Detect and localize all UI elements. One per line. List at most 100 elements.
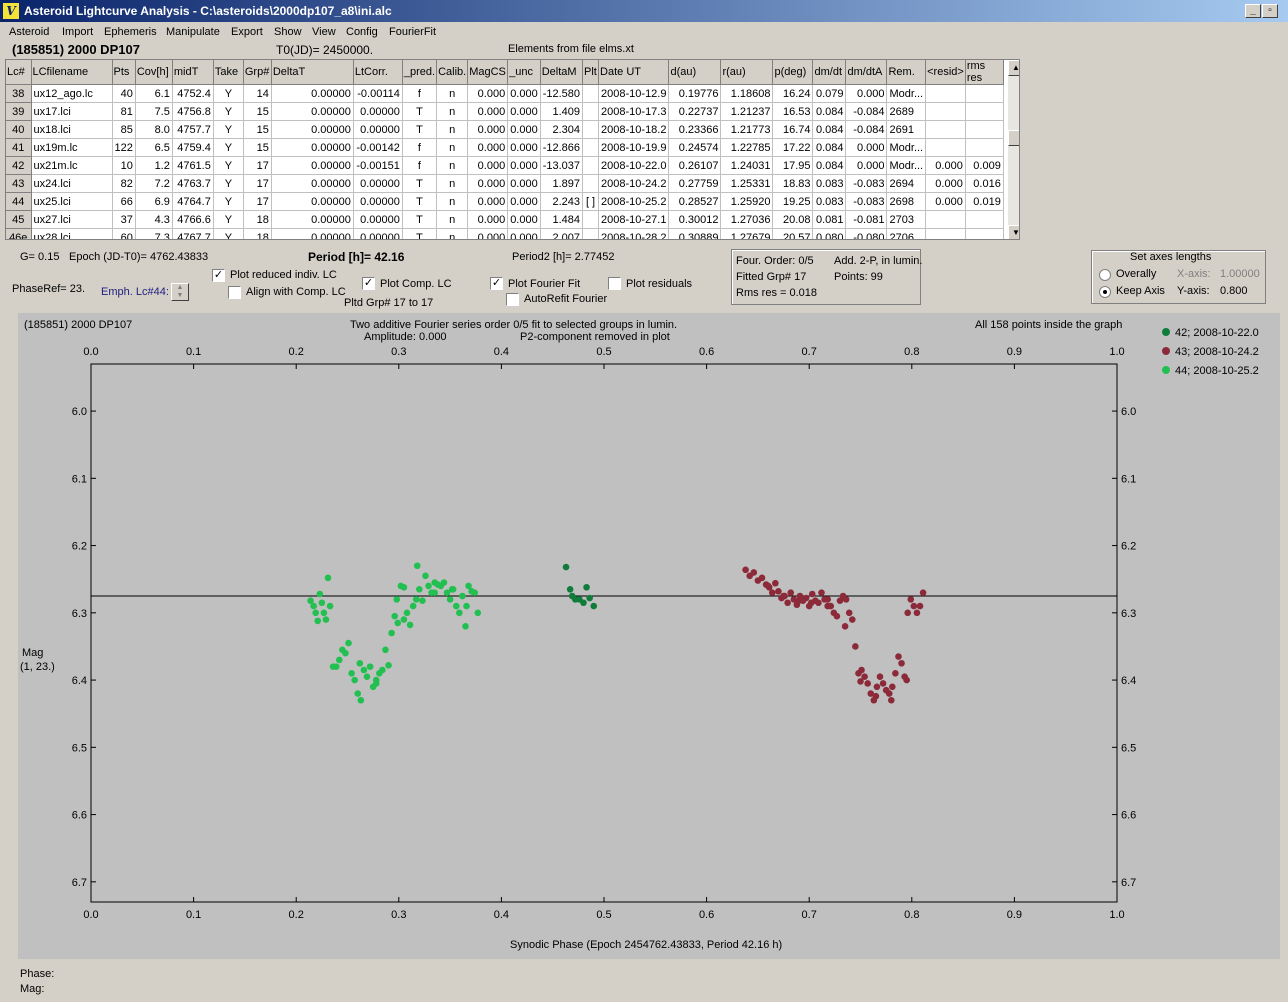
emph-spinner[interactable]: ▲ ▼ — [171, 283, 189, 301]
table-cell[interactable]: ux17.lci — [31, 102, 113, 121]
row-header[interactable]: 45 — [6, 210, 32, 229]
table-cell[interactable]: 2008-10-24.2 — [598, 174, 670, 193]
table-cell[interactable]: 2.007 — [540, 228, 584, 239]
menu-config[interactable]: Config — [346, 26, 378, 38]
table-cell[interactable]: 0.00000 — [353, 102, 403, 121]
table-cell[interactable]: 16.24 — [772, 84, 814, 103]
row-header[interactable]: 44 — [6, 192, 32, 211]
table-cell[interactable]: 0.00000 — [271, 84, 354, 103]
table-cell[interactable]: Y — [213, 84, 244, 103]
table-cell[interactable]: 19.25 — [772, 192, 814, 211]
table-cell[interactable] — [925, 138, 966, 157]
table-cell[interactable]: 0.000 — [507, 192, 541, 211]
column-header[interactable]: Take — [213, 60, 244, 85]
table-cell[interactable]: 2008-10-22.0 — [598, 156, 670, 175]
row-header[interactable]: 46e — [6, 228, 32, 239]
table-cell[interactable]: 1.21237 — [720, 102, 774, 121]
table-cell[interactable]: 0.19776 — [668, 84, 722, 103]
table-cell[interactable] — [965, 228, 1004, 239]
table-cell[interactable]: 1.24031 — [720, 156, 774, 175]
table-cell[interactable]: Y — [213, 120, 244, 139]
table-cell[interactable]: 0.00000 — [271, 102, 354, 121]
table-cell[interactable]: ux19m.lc — [31, 138, 113, 157]
table-cell[interactable]: 6.1 — [135, 84, 173, 103]
table-cell[interactable]: n — [436, 210, 469, 229]
table-cell[interactable]: 6.9 — [135, 192, 173, 211]
column-header[interactable]: Date UT — [598, 60, 670, 85]
table-cell[interactable]: 0.00000 — [271, 228, 354, 239]
table-row[interactable]: 46e ux28.lci 60 7.3 4767.7 Y 18 0.00000 0.00000 T… — [6, 228, 1004, 239]
table-cell[interactable]: 0.000 — [467, 210, 509, 229]
table-cell[interactable]: 2703 — [886, 210, 927, 229]
table-cell[interactable]: 1.27679 — [720, 228, 774, 239]
table-cell[interactable]: ux24.lci — [31, 174, 113, 193]
table-cell[interactable]: 0.000 — [507, 102, 541, 121]
table-cell[interactable]: 20.57 — [772, 228, 814, 239]
table-cell[interactable]: 4761.5 — [172, 156, 214, 175]
table-cell[interactable]: ux12_ago.lc — [31, 84, 113, 103]
column-header[interactable]: Calib. — [436, 60, 469, 85]
table-cell[interactable]: -0.083 — [845, 174, 888, 193]
column-header[interactable]: dm/dt — [812, 60, 847, 85]
table-cell[interactable]: ux18.lci — [31, 120, 113, 139]
table-cell[interactable] — [965, 102, 1004, 121]
table-cell[interactable]: 2008-10-18.2 — [598, 120, 670, 139]
lightcurve-table[interactable]: Lc# LCfilename Pts Cov[h] midT Take Grp# DeltaT… — [5, 59, 1020, 240]
table-cell[interactable]: 0.000 — [507, 210, 541, 229]
table-cell[interactable]: 17.22 — [772, 138, 814, 157]
x-axis-value[interactable]: 1.00000 — [1220, 268, 1260, 280]
table-cell[interactable] — [582, 156, 600, 175]
table-cell[interactable]: 4766.6 — [172, 210, 214, 229]
table-cell[interactable]: 2008-10-25.2 — [598, 192, 670, 211]
column-header[interactable]: rms res — [965, 60, 1004, 85]
table-cell[interactable]: Y — [213, 210, 244, 229]
table-cell[interactable]: 0.00000 — [271, 210, 354, 229]
table-cell[interactable]: 0.080 — [812, 228, 847, 239]
table-cell[interactable]: 4764.7 — [172, 192, 214, 211]
table-cell[interactable]: 4756.8 — [172, 102, 214, 121]
table-cell[interactable]: 2698 — [886, 192, 927, 211]
menu-asteroid[interactable]: Asteroid — [9, 26, 50, 38]
table-cell[interactable]: -0.080 — [845, 228, 888, 239]
table-cell[interactable]: 0.00000 — [271, 192, 354, 211]
menu-show[interactable]: Show — [274, 26, 302, 38]
table-cell[interactable] — [965, 84, 1004, 103]
table-cell[interactable]: 4767.7 — [172, 228, 214, 239]
table-cell[interactable]: 1.409 — [540, 102, 584, 121]
table-cell[interactable]: ux25.lci — [31, 192, 113, 211]
row-header[interactable]: 43 — [6, 174, 32, 193]
table-cell[interactable]: Y — [213, 156, 244, 175]
table-cell[interactable]: Y — [213, 174, 244, 193]
row-header[interactable]: 40 — [6, 120, 32, 139]
table-cell[interactable]: 1.897 — [540, 174, 584, 193]
row-header[interactable]: 38 — [6, 84, 32, 103]
column-header[interactable]: DeltaT — [271, 60, 354, 85]
table-cell[interactable]: 0.000 — [467, 102, 509, 121]
table-cell[interactable]: 15 — [243, 102, 272, 121]
table-cell[interactable]: -0.084 — [845, 120, 888, 139]
table-cell[interactable]: 66 — [112, 192, 136, 211]
autorefit-checkbox[interactable] — [506, 293, 519, 306]
table-cell[interactable]: 0.000 — [845, 84, 888, 103]
menu-import[interactable]: Import — [62, 26, 94, 38]
table-cell[interactable]: 37 — [112, 210, 136, 229]
table-cell[interactable]: n — [436, 174, 469, 193]
table-cell[interactable]: 4759.4 — [172, 138, 214, 157]
menu-view[interactable]: View — [312, 26, 336, 38]
column-header[interactable]: r(au) — [720, 60, 774, 85]
table-cell[interactable]: 0.000 — [467, 138, 509, 157]
table-cell[interactable]: 0.079 — [812, 84, 847, 103]
table-cell[interactable]: 2008-10-12.9 — [598, 84, 670, 103]
table-cell[interactable]: 1.18608 — [720, 84, 774, 103]
table-cell[interactable]: [ ] — [582, 192, 600, 211]
table-cell[interactable]: 0.081 — [812, 210, 847, 229]
table-cell[interactable]: 7.2 — [135, 174, 173, 193]
restore-button[interactable]: ▫ — [1262, 4, 1278, 18]
table-cell[interactable]: 4752.4 — [172, 84, 214, 103]
table-cell[interactable]: 2691 — [886, 120, 927, 139]
table-cell[interactable]: 2008-10-19.9 — [598, 138, 670, 157]
table-cell[interactable]: 4.3 — [135, 210, 173, 229]
